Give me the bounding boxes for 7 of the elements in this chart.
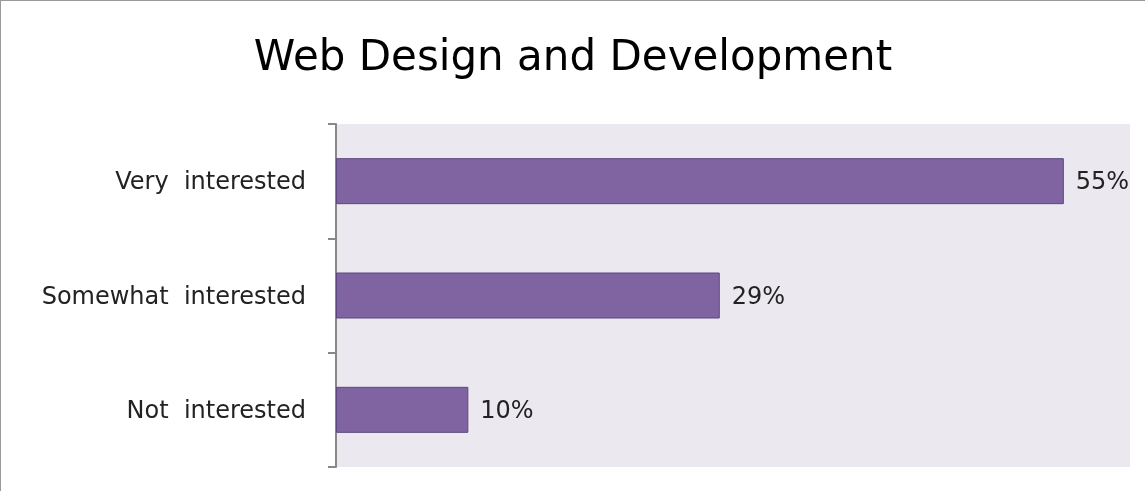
data-label: 55% bbox=[1075, 167, 1130, 196]
y-tick-label: Somewhat interested bbox=[41, 281, 306, 310]
data-label: 10% bbox=[480, 395, 534, 424]
data-label: 29% bbox=[731, 281, 786, 310]
y-tick-label: Not interested bbox=[126, 395, 306, 424]
chart-title: Web Design and Development bbox=[253, 30, 893, 80]
y-tick-label: Very interested bbox=[115, 167, 306, 196]
